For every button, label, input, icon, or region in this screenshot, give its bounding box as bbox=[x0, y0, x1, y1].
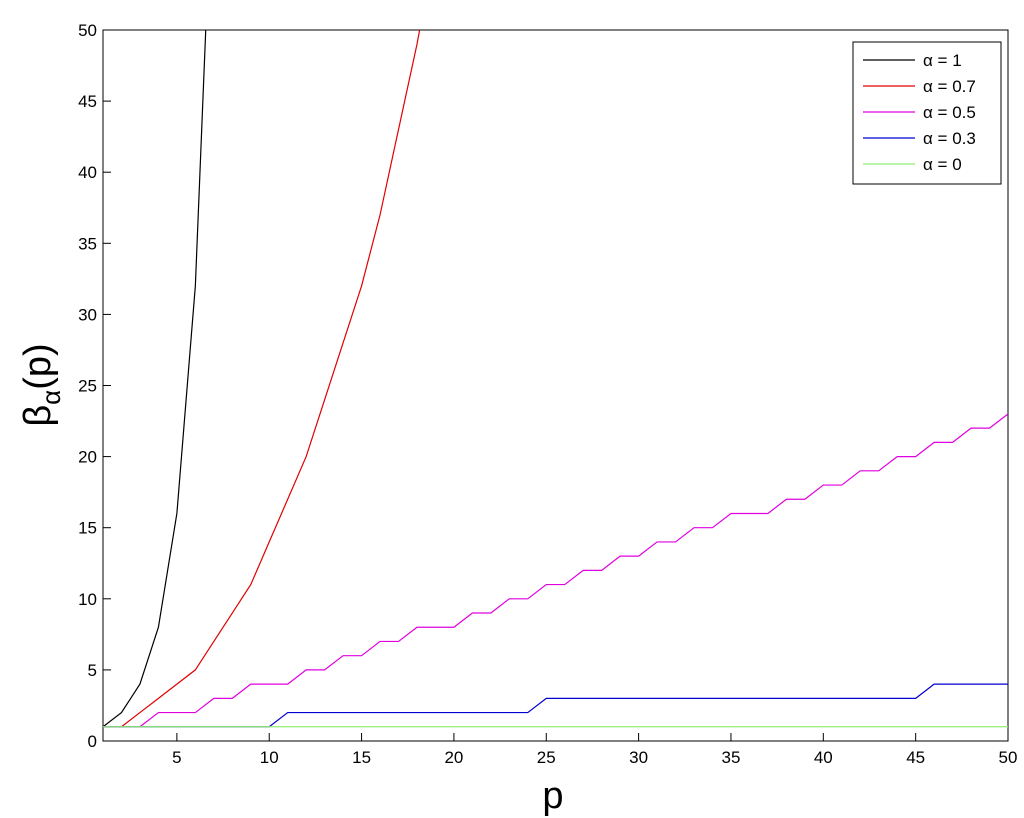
y-tick-label: 25 bbox=[78, 377, 97, 396]
y-tick-label: 30 bbox=[78, 305, 97, 324]
y-tick-label: 0 bbox=[88, 732, 97, 751]
x-tick-label: 45 bbox=[906, 748, 925, 767]
legend-label: α = 0.3 bbox=[923, 129, 976, 148]
series-line bbox=[103, 683, 1008, 728]
y-tick-label: 35 bbox=[78, 234, 97, 253]
legend-label: α = 0.7 bbox=[923, 77, 976, 96]
x-tick-label: 30 bbox=[629, 748, 648, 767]
legend-label: α = 1 bbox=[923, 51, 962, 70]
y-tick-label: 10 bbox=[78, 590, 97, 609]
series-line bbox=[103, 30, 421, 728]
x-tick-label: 5 bbox=[172, 748, 181, 767]
x-tick-label: 25 bbox=[537, 748, 556, 767]
y-label-sub: α bbox=[36, 390, 66, 405]
x-tick-label: 40 bbox=[814, 748, 833, 767]
y-tick-label: 20 bbox=[78, 448, 97, 467]
y-label-main: β bbox=[17, 405, 59, 427]
y-axis-label: βα(p) bbox=[17, 343, 66, 426]
x-axis-label: p bbox=[542, 775, 563, 817]
y-tick-label: 40 bbox=[78, 163, 97, 182]
x-tick-label: 50 bbox=[999, 748, 1018, 767]
x-tick-label: 35 bbox=[721, 748, 740, 767]
y-label-tail: (p) bbox=[17, 343, 59, 389]
x-tick-label: 15 bbox=[352, 748, 371, 767]
plot-area bbox=[103, 30, 1008, 728]
series-line bbox=[103, 413, 1008, 728]
legend-label: α = 0 bbox=[923, 155, 962, 174]
legend-box bbox=[852, 41, 1002, 185]
y-tick-label: 45 bbox=[78, 92, 97, 111]
y-tick-label: 50 bbox=[78, 21, 97, 40]
y-tick-label: 5 bbox=[88, 661, 97, 680]
x-tick-label: 20 bbox=[444, 748, 463, 767]
series-line bbox=[103, 30, 207, 728]
x-tick-label: 10 bbox=[260, 748, 279, 767]
y-tick-label: 15 bbox=[78, 519, 97, 538]
legend-label: α = 0.5 bbox=[923, 103, 976, 122]
